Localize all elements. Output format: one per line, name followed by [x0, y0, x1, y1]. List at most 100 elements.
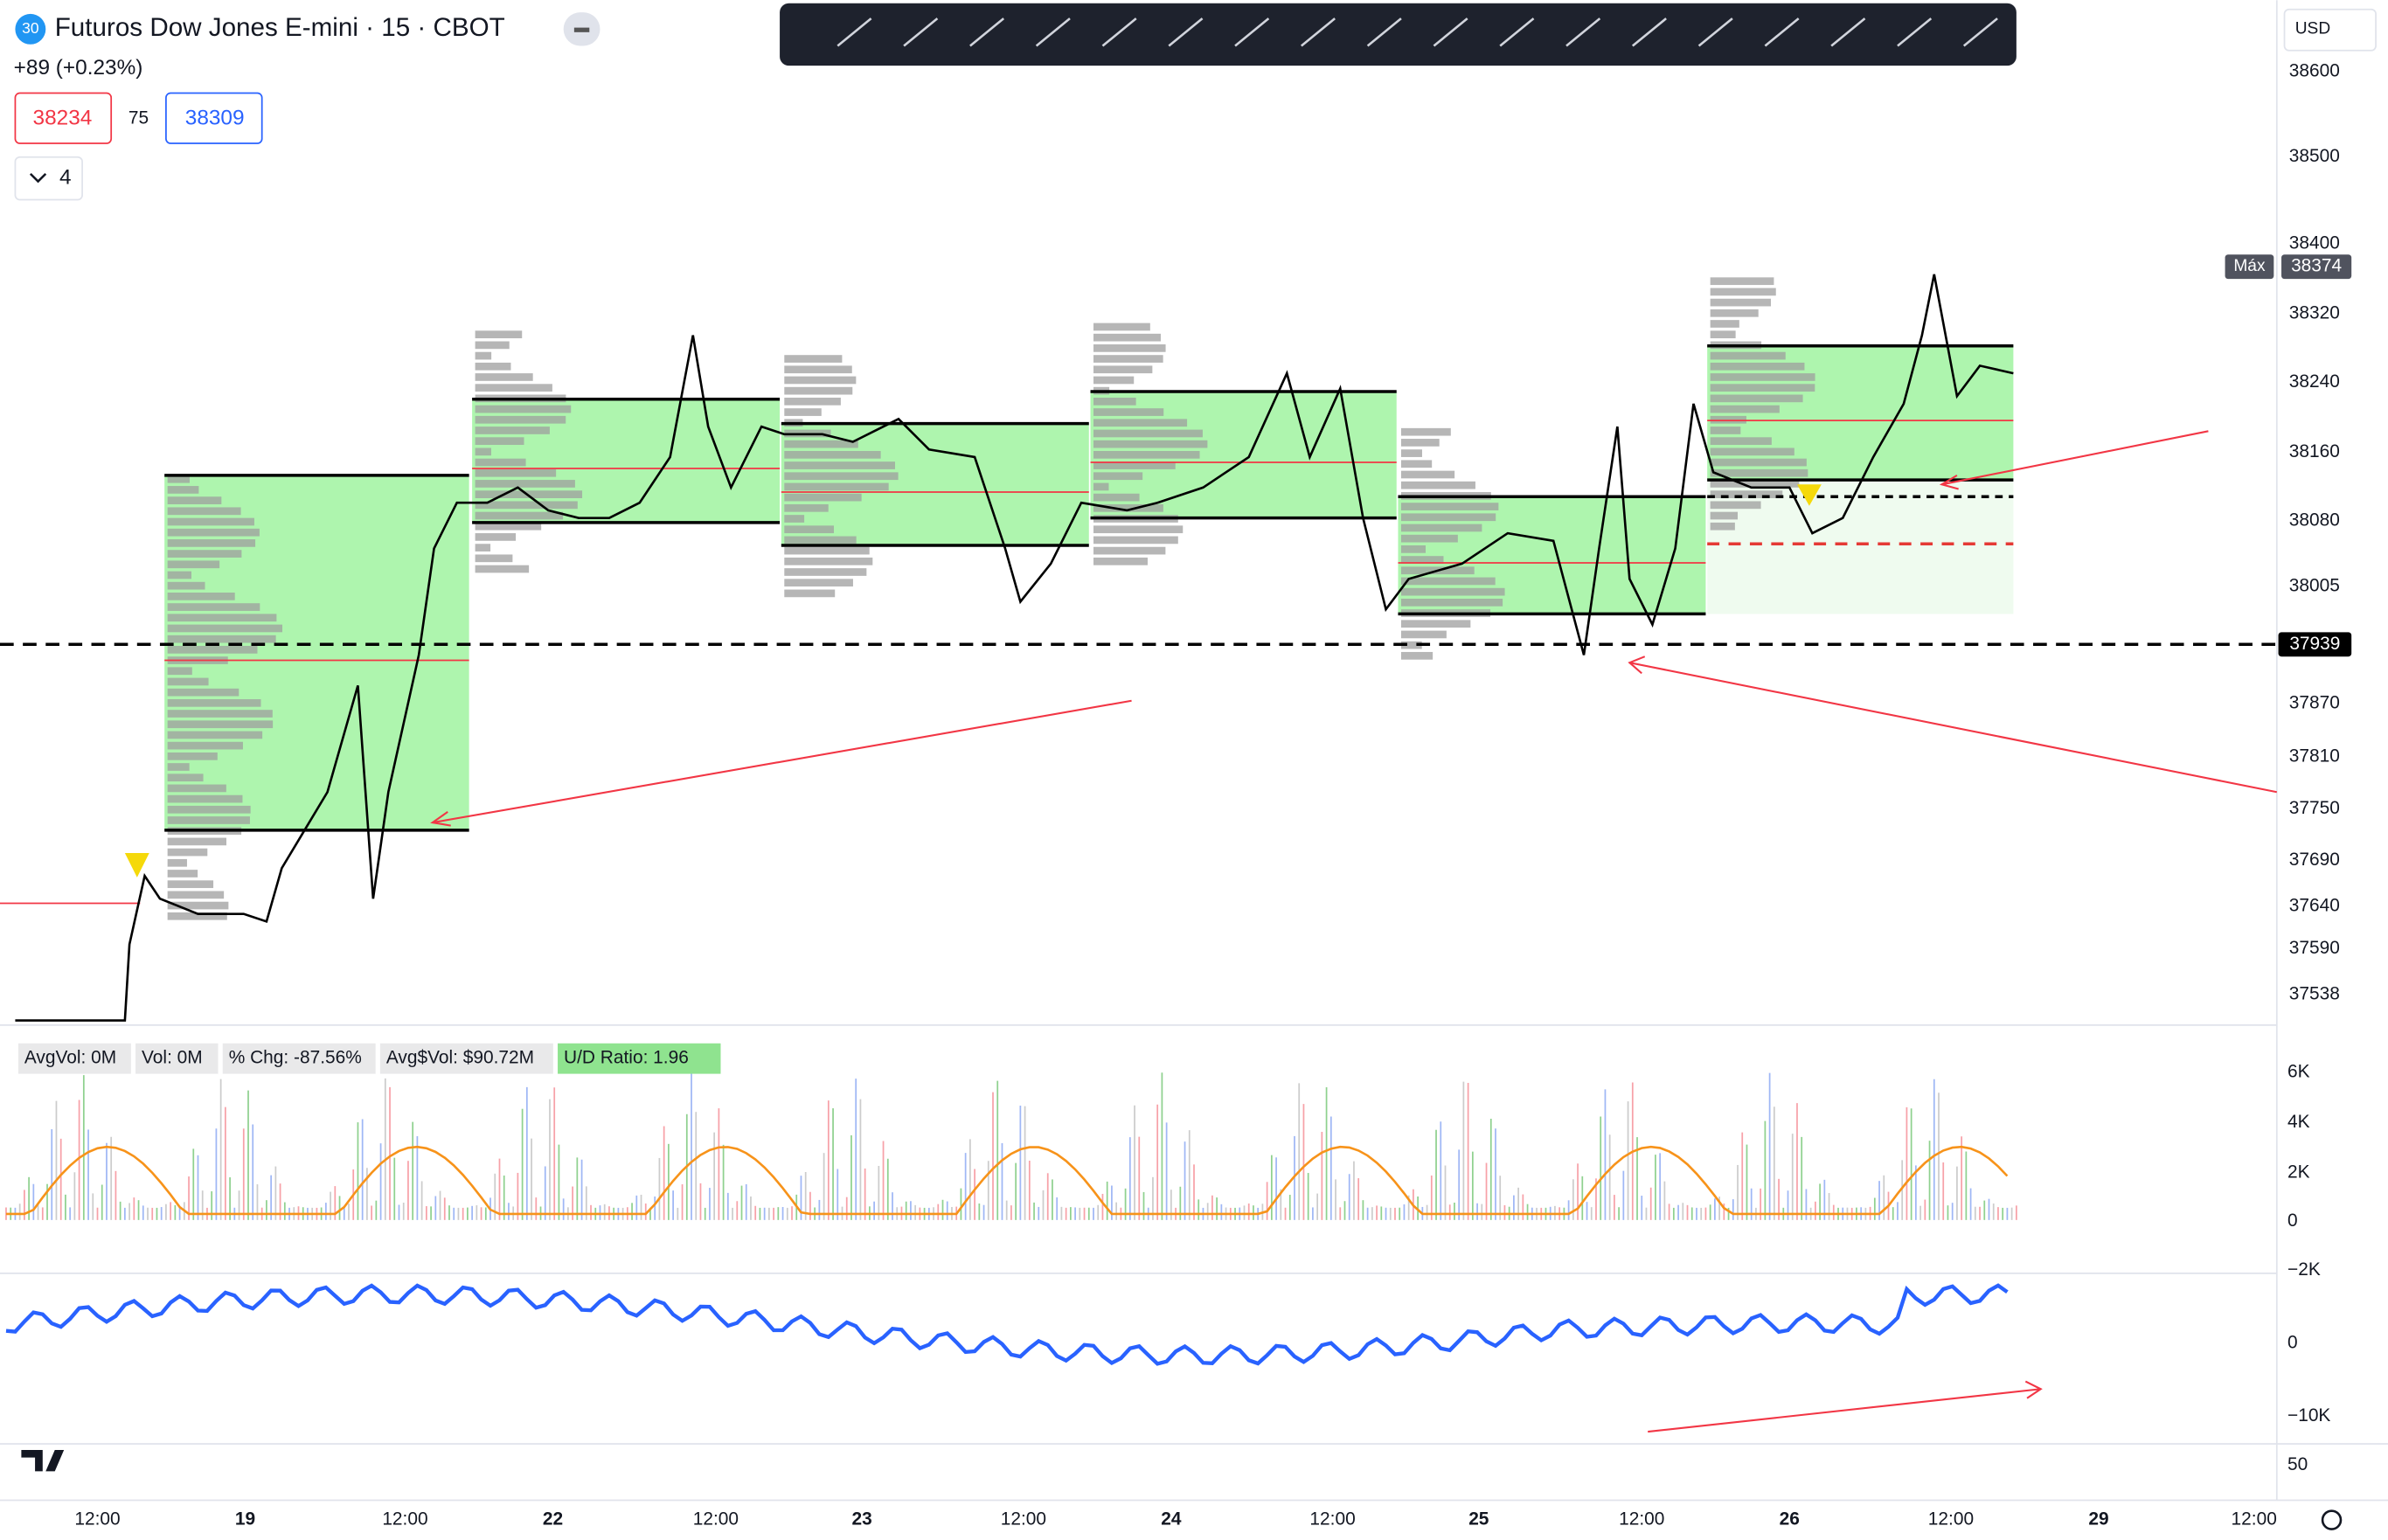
arrow-head — [430, 811, 451, 827]
stat-chip — [17, 1043, 131, 1074]
profile-bar — [1093, 429, 1203, 438]
max-tag — [2225, 254, 2274, 280]
profile-bar — [475, 565, 530, 573]
tool-icon[interactable] — [836, 17, 872, 47]
profile-bar — [784, 482, 889, 491]
currency-button[interactable] — [2283, 8, 2377, 52]
profile-bar — [784, 568, 867, 576]
profile-bar — [475, 511, 564, 520]
profile-bar — [1400, 460, 1433, 468]
profile-bar — [1093, 546, 1166, 555]
profile-bar — [167, 848, 208, 857]
tool-icon[interactable] — [903, 17, 939, 47]
price-label: 38080 — [2289, 510, 2340, 531]
profile-bar — [1400, 513, 1496, 522]
collapse-button[interactable] — [14, 156, 83, 201]
time-label: 12:00 — [1309, 1509, 1355, 1530]
profile-bar — [1710, 330, 1736, 339]
profile-bar — [167, 837, 226, 846]
time-label: 23 — [852, 1509, 872, 1530]
tool-icon[interactable] — [1962, 17, 1998, 47]
profile-bar — [1400, 534, 1458, 543]
tool-icon[interactable] — [1499, 17, 1535, 47]
tool-icon[interactable] — [1301, 17, 1336, 47]
tool-icon[interactable] — [1366, 17, 1402, 47]
profile-bar — [475, 384, 552, 392]
profile-bar — [784, 397, 841, 406]
price-label: 38240 — [2289, 371, 2340, 392]
settings-button[interactable] — [2321, 1509, 2343, 1530]
profile-bar — [475, 341, 510, 350]
time-label: 12:00 — [74, 1509, 120, 1530]
profile-bar — [1710, 394, 1803, 403]
tool-icon[interactable] — [1631, 17, 1667, 47]
profile-bar — [1093, 440, 1208, 448]
time-label: 12:00 — [1001, 1509, 1046, 1530]
collapse-count: 4 — [59, 166, 72, 190]
symbol-badge — [15, 13, 46, 45]
marker — [1796, 484, 1822, 506]
profile-bar — [167, 710, 273, 718]
profile-bar — [1400, 545, 1427, 553]
profile-bar — [1093, 397, 1136, 406]
profile-bar — [1400, 620, 1471, 628]
tool-icon[interactable] — [1433, 17, 1468, 47]
profile-bar — [475, 458, 526, 467]
arrow — [1648, 1388, 2041, 1433]
tool-icon[interactable] — [1764, 17, 1800, 47]
profile-bar — [475, 447, 491, 456]
profile-bar — [1710, 320, 1739, 328]
profile-bar — [475, 522, 542, 531]
profile-bar — [475, 362, 511, 371]
tool-icon[interactable] — [1168, 17, 1204, 47]
tool-icon[interactable] — [1830, 17, 1866, 47]
tool-icon[interactable] — [1565, 17, 1601, 47]
max-badge — [2281, 254, 2352, 280]
profile-bar — [1710, 458, 1807, 467]
stat-chip — [379, 1043, 553, 1074]
time-label: 24 — [1161, 1509, 1182, 1530]
tool-icon[interactable] — [1234, 17, 1270, 47]
tool-icon[interactable] — [1101, 17, 1137, 47]
profile-bar — [1400, 449, 1422, 457]
profile-bar — [784, 472, 899, 481]
time-label: 12:00 — [2232, 1509, 2277, 1530]
price-label: 38400 — [2289, 233, 2340, 253]
tool-icon[interactable] — [1897, 17, 1933, 47]
drawing-toolbar — [780, 3, 2017, 66]
profile-bar — [167, 507, 241, 516]
profile-bar — [167, 677, 209, 686]
profile-bar — [1710, 511, 1739, 520]
tool-icon[interactable] — [1035, 17, 1071, 47]
profile-bar — [1093, 365, 1153, 374]
symbol-title[interactable]: Futuros Dow Jones E-mini · 15 · CBOT — [55, 13, 505, 42]
price-label: 37690 — [2289, 850, 2340, 870]
current-price-badge — [2278, 632, 2352, 657]
profile-bar — [784, 579, 853, 587]
tool-icon[interactable] — [969, 17, 1005, 47]
profile-bar — [1093, 323, 1150, 331]
tool-icon[interactable] — [1697, 17, 1733, 47]
delta-line — [5, 1283, 2009, 1366]
profile-bar — [1093, 355, 1163, 363]
time-label: 12:00 — [1928, 1509, 1974, 1530]
profile-bar — [1400, 577, 1496, 586]
profile-bar — [475, 427, 550, 434]
buy-button[interactable] — [165, 92, 263, 144]
profile-bar — [784, 386, 853, 395]
profile-bar — [1710, 309, 1759, 317]
profile-bar — [1400, 641, 1422, 649]
time-label: 19 — [235, 1509, 255, 1530]
profile-bar — [1400, 651, 1433, 660]
profile-bar — [1400, 427, 1451, 436]
profile-bar — [475, 373, 533, 381]
profile-bar — [1093, 503, 1163, 512]
profile-bar — [167, 912, 227, 920]
profile-bar — [1093, 450, 1200, 459]
profile-bar — [1710, 298, 1771, 307]
profile-bar — [784, 355, 843, 363]
arrow-head — [2024, 1380, 2043, 1399]
sell-button[interactable] — [14, 92, 113, 144]
time-label: 22 — [543, 1509, 563, 1530]
